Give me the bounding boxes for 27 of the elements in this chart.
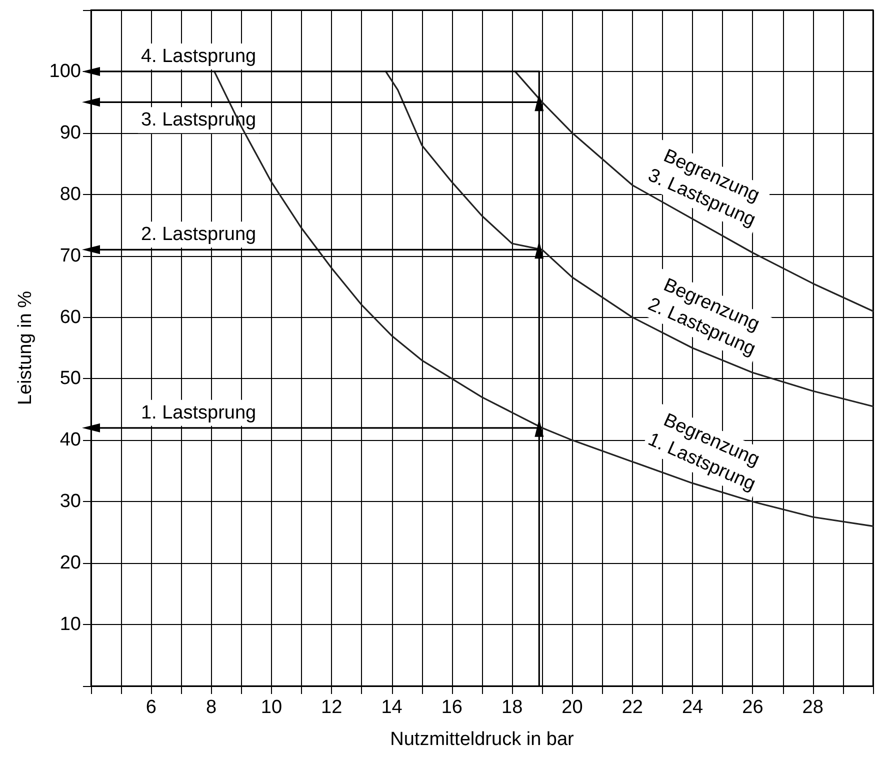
y-tick-label: 100: [49, 60, 81, 82]
x-tick-label: 24: [682, 697, 704, 718]
x-tick-label: 20: [562, 697, 583, 718]
x-tick-label: 26: [742, 697, 764, 718]
y-tick-label: 70: [60, 245, 81, 266]
x-tick-label: 12: [321, 697, 342, 718]
y-axis-title: Leistung in %: [15, 290, 36, 406]
x-tick-label: 8: [206, 697, 217, 718]
series-label: 1. Lastsprung: [140, 402, 256, 424]
y-tick-label: 60: [60, 306, 81, 328]
x-tick-label: 22: [622, 697, 643, 718]
y-tick-label: 90: [60, 122, 81, 144]
x-tick-label: 6: [146, 697, 156, 718]
x-tick-label: 10: [260, 697, 282, 718]
y-tick-label: 20: [60, 552, 81, 574]
series-label: 4. Lastsprung: [140, 46, 256, 67]
x-tick-label: 16: [441, 697, 462, 718]
y-tick-label: 40: [60, 430, 81, 451]
series-label: 2. Lastsprung: [140, 224, 256, 246]
x-tick-label: 28: [802, 697, 824, 718]
x-tick-label: 18: [502, 697, 523, 718]
x-axis-title: Nutzmitteldruck in bar: [390, 729, 575, 750]
x-tick-label: 14: [381, 697, 403, 718]
y-tick-label: 80: [60, 184, 81, 205]
y-tick-label: 10: [60, 614, 81, 636]
y-tick-label: 50: [60, 368, 81, 390]
y-tick-label: 30: [60, 491, 81, 512]
